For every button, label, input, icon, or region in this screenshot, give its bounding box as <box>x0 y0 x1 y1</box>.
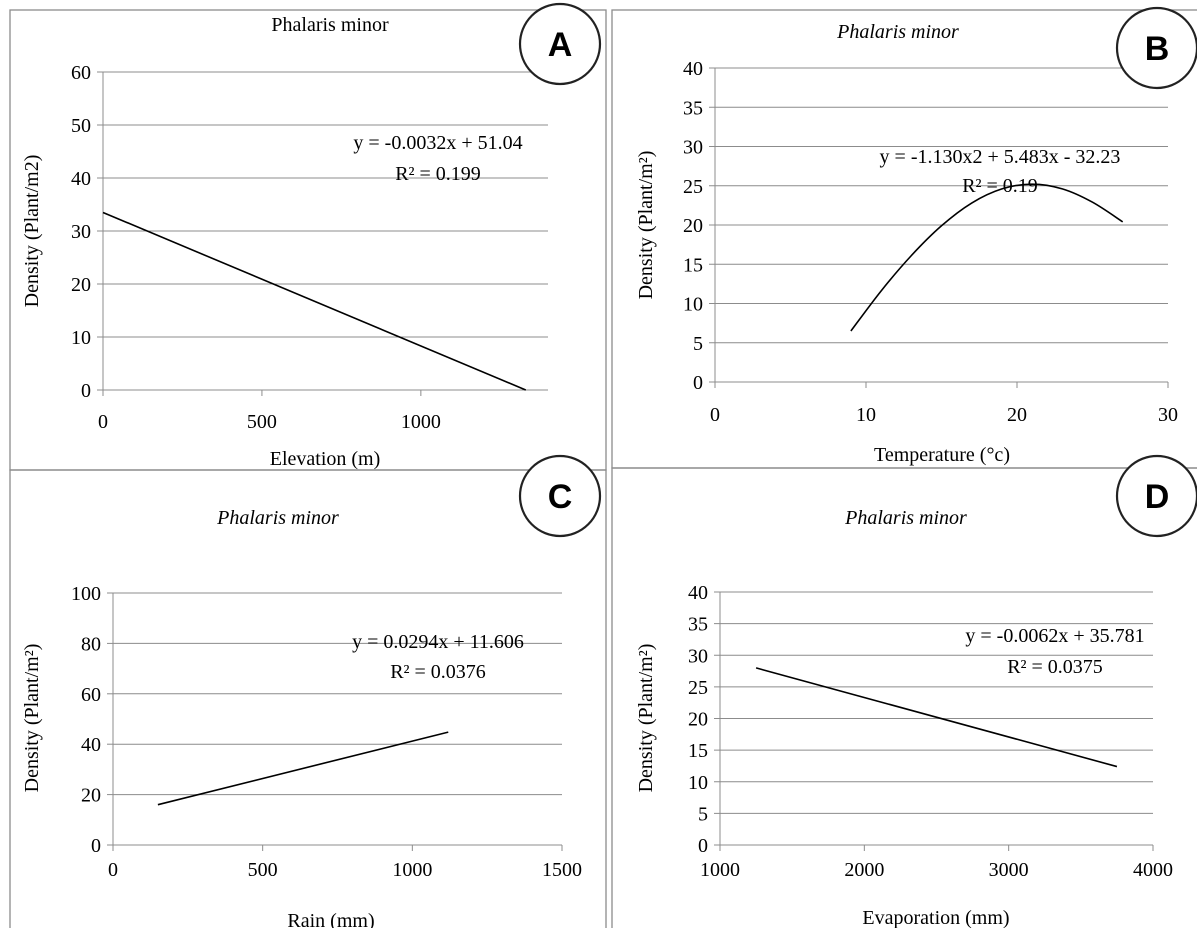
panel-a-y-tick-label: 50 <box>71 115 91 137</box>
panel-d: 0 5 10 15 20 25 30 35 40 1000 2000 3000 4000 Phalari… <box>611 454 1197 928</box>
panel-b-trendline <box>850 183 1124 332</box>
panel-d-x-tick-label: 4000 <box>1133 859 1173 881</box>
panel-a-y-tick-label: 20 <box>71 274 91 296</box>
panel-a-badge-letter: A <box>548 26 573 64</box>
panel-a-x-tick-label: 0 <box>98 411 108 433</box>
panel-d-y-tick-label: 35 <box>688 614 708 636</box>
panel-d-x-tick-label: 2000 <box>844 859 884 881</box>
panel-a-trendline <box>102 211 527 391</box>
panel-a-xlabel: Elevation (m) <box>270 448 381 470</box>
panel-d-x-tick-label: 1000 <box>700 859 740 881</box>
panel-a-x-tick-label: 500 <box>247 411 277 433</box>
panel-d-xlabel: Evaporation (mm) <box>862 907 1009 928</box>
panel-d-y-tick-label: 40 <box>688 582 708 604</box>
panel-b-y-tick-label: 0 <box>693 372 703 394</box>
panel-a-x-tick-label: 1000 <box>401 411 441 433</box>
panel-b-x-tick-label: 20 <box>1007 404 1027 426</box>
panel-d-ylabel: Density (Plant/m²) <box>635 644 657 793</box>
panel-c-x-tick-label: 1000 <box>392 859 432 881</box>
panel-a-r2: R² = 0.199 <box>395 163 481 185</box>
panel-c-badge: C <box>518 454 602 538</box>
panel-d-r2: R² = 0.0375 <box>1007 656 1103 678</box>
panel-a: 0 10 20 30 40 50 60 0 500 1000 Phalaris minor y =… <box>9 2 607 471</box>
panel-b-y-tick-label: 5 <box>693 333 703 355</box>
panel-b-y-tick-label: 35 <box>683 97 703 119</box>
panel-d-y-tick-label: 15 <box>688 740 708 762</box>
panel-c-r2: R² = 0.0376 <box>390 661 486 683</box>
panel-a-title: Phalaris minor <box>271 14 389 36</box>
panel-c-x-tick-label: 0 <box>108 859 118 881</box>
panel-c-y-tick-label: 40 <box>81 734 101 756</box>
panel-b-y-tick-label: 10 <box>683 294 703 316</box>
panel-c-y-tick-label: 100 <box>71 583 101 605</box>
panel-b-xlabel: Temperature (°c) <box>874 444 1010 466</box>
panel-b-x-tick-label: 0 <box>710 404 720 426</box>
panel-b-r2: R² = 0.19 <box>962 175 1038 197</box>
panel-d-y-tick-label: 30 <box>688 645 708 667</box>
panel-d-border <box>611 467 1197 928</box>
panel-c-y-tick-label: 20 <box>81 785 101 807</box>
panel-a-y-tick-label: 30 <box>71 221 91 243</box>
panel-d-y-tick-label: 5 <box>698 803 708 825</box>
panel-c-x-tick-label: 500 <box>248 859 278 881</box>
panel-c-xlabel: Rain (mm) <box>287 910 374 928</box>
panel-b-title: Phalaris minor <box>836 21 959 43</box>
panel-a-y-tick-label: 40 <box>71 168 91 190</box>
panel-b-badge-letter: B <box>1145 30 1170 68</box>
panel-a-ylabel: Density (Plant/m2) <box>21 155 43 308</box>
panel-b-equation: y = -1.130x2 + 5.483x - 32.23 <box>880 146 1121 168</box>
panel-c-title: Phalaris minor <box>216 507 339 529</box>
panel-a-equation: y = -0.0032x + 51.04 <box>353 132 522 154</box>
panel-c-y-tick-label: 60 <box>81 684 101 706</box>
panel-d-y-tick-label: 0 <box>698 835 708 857</box>
panel-d-y-tick-label: 25 <box>688 677 708 699</box>
panel-b-y-tick-label: 20 <box>683 215 703 237</box>
panel-d-badge-letter: D <box>1145 478 1170 516</box>
panel-a-badge: A <box>518 2 602 86</box>
panel-b-y-tick-label: 15 <box>683 254 703 276</box>
panel-b-y-tick-label: 30 <box>683 137 703 159</box>
panel-d-badge: D <box>1115 454 1197 538</box>
panel-d-trendline <box>755 667 1118 768</box>
panel-b-x-tick-label: 10 <box>856 404 876 426</box>
panel-b-badge: B <box>1115 6 1197 90</box>
panel-b: 0 5 10 15 20 25 30 35 40 0 10 20 30 Phalaris minor y… <box>611 6 1197 469</box>
panel-d-equation: y = -0.0062x + 35.781 <box>965 625 1144 647</box>
panel-c-y-tick-label: 80 <box>81 633 101 655</box>
panel-b-x-tick-label: 30 <box>1158 404 1178 426</box>
panel-c-x-tick-label: 1500 <box>542 859 582 881</box>
panel-c-border <box>9 469 607 928</box>
panel-b-ylabel: Density (Plant/m²) <box>635 151 657 300</box>
panel-d-y-tick-label: 20 <box>688 709 708 731</box>
panel-c-badge-letter: C <box>548 478 573 516</box>
panel-d-y-tick-label: 10 <box>688 772 708 794</box>
panel-a-border <box>9 9 607 471</box>
panel-c-y-tick-label: 0 <box>91 835 101 857</box>
panel-a-y-tick-label: 10 <box>71 327 91 349</box>
panel-b-y-tick-label: 25 <box>683 176 703 198</box>
panel-c-ylabel: Density (Plant/m²) <box>21 644 43 793</box>
panel-a-y-tick-label: 60 <box>71 62 91 84</box>
panel-d-x-tick-label: 3000 <box>989 859 1029 881</box>
panel-c-equation: y = 0.0294x + 11.606 <box>352 631 524 653</box>
panel-d-title: Phalaris minor <box>844 507 967 529</box>
panel-a-y-tick-label: 0 <box>81 380 91 402</box>
panel-c-trendline <box>157 731 449 806</box>
panel-b-y-tick-label: 40 <box>683 58 703 80</box>
